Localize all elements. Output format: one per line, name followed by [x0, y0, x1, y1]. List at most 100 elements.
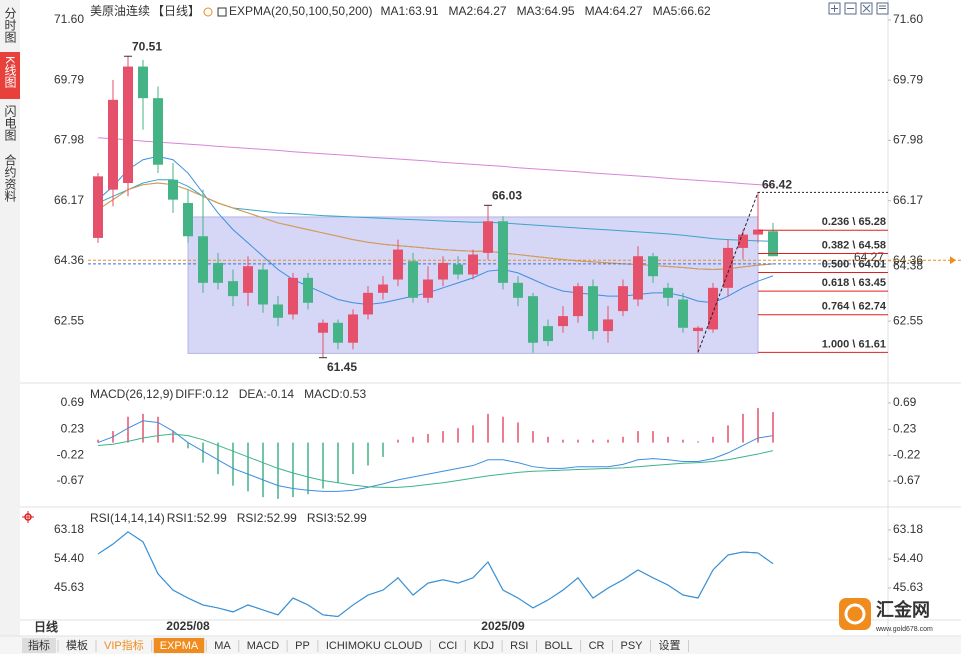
toolbar-item[interactable]: 模板	[66, 638, 88, 652]
macd-bar	[172, 431, 174, 443]
candle-body	[273, 304, 283, 318]
candle-body	[453, 264, 463, 275]
candle-body	[588, 286, 598, 332]
macd-bar	[322, 442, 324, 489]
candle-body	[468, 254, 478, 275]
candle-body	[738, 234, 748, 248]
control-icon[interactable]	[844, 2, 857, 15]
candle-body	[183, 202, 193, 237]
fib-level-label: 0.382 \ 64.58	[822, 239, 886, 251]
y-tick-label-left: 64.36	[54, 253, 84, 267]
y-tick-label-left: -0.22	[57, 447, 85, 461]
toolbar-item[interactable]: BOLL	[544, 640, 572, 652]
candle-body	[288, 277, 298, 315]
macd-bar	[262, 442, 264, 498]
macd-bar	[142, 413, 144, 443]
candle-body	[108, 99, 118, 190]
x-tick-label: 2025/09	[481, 619, 525, 633]
macd-bar	[712, 436, 714, 443]
toolbar-item[interactable]: MACD	[247, 640, 279, 652]
candle-body	[723, 247, 733, 288]
toolbar-item[interactable]: PP	[295, 640, 310, 652]
candle-body	[153, 98, 163, 165]
toolbar-item[interactable]: 设置	[659, 639, 681, 652]
toolbar-item[interactable]: CCI	[438, 640, 457, 652]
candle-body	[603, 319, 613, 332]
y-tick-label-right: 67.98	[893, 133, 923, 147]
macd-bar	[682, 439, 684, 443]
legend-entry: RSI1:52.99	[167, 511, 227, 525]
candle-body	[318, 322, 328, 333]
toolbar-item[interactable]: VIP指标	[104, 638, 144, 652]
y-tick-label-right: 69.79	[893, 72, 923, 86]
legend-entry: MA4:64.27	[585, 4, 643, 18]
macd-bar	[412, 436, 414, 443]
legend-entry: MA3:64.95	[517, 4, 575, 18]
control-icon[interactable]	[876, 2, 889, 15]
sidebar-tab[interactable]: 分时图	[3, 7, 17, 43]
toolbar-item[interactable]: MA	[214, 640, 231, 652]
candle-body	[378, 284, 388, 293]
period-tab[interactable]: 日线	[34, 619, 58, 634]
toolbar-item[interactable]: EXPMA	[160, 640, 199, 652]
macd-bar	[487, 413, 489, 443]
sidebar-tab[interactable]: K线图	[3, 56, 17, 88]
y-tick-label-left: 69.79	[54, 72, 84, 86]
control-icon[interactable]	[860, 2, 873, 15]
logo-name: 汇金网	[876, 599, 930, 620]
macd-bar	[127, 416, 129, 443]
macd-bar	[472, 425, 474, 443]
control-icon[interactable]	[828, 2, 841, 15]
candle-body	[633, 256, 643, 300]
annotation: 61.45	[327, 360, 357, 374]
candle-body	[363, 292, 373, 315]
candle-body	[258, 269, 268, 305]
legend-entry: DIFF:0.12	[175, 387, 229, 401]
y-tick-label-left: 45.63	[54, 580, 84, 594]
candle-body	[708, 287, 718, 330]
macd-bar	[607, 439, 609, 443]
y-tick-label-left: 0.69	[61, 395, 85, 409]
toolbar-item[interactable]: 指标	[28, 638, 50, 652]
macd-bar	[247, 442, 249, 492]
macd-bar	[562, 439, 564, 443]
macd-bar	[502, 416, 504, 443]
y-tick-label-right: 0.69	[893, 395, 917, 409]
candle-body	[693, 327, 703, 332]
toolbar-item[interactable]: ICHIMOKU CLOUD	[326, 640, 423, 652]
toolbar-item[interactable]: PSY	[621, 640, 644, 652]
fib-zone	[187, 216, 759, 354]
macd-bar	[517, 422, 519, 443]
toolbar-item[interactable]: CR	[589, 640, 605, 652]
macd-bar	[277, 442, 279, 499]
indicator-line	[97, 137, 774, 187]
candle-body	[138, 66, 148, 99]
indicator-line	[97, 155, 774, 305]
annotation: 70.51	[132, 39, 162, 53]
macd-bar	[577, 439, 579, 443]
sidebar-tab[interactable]: 合约资料	[3, 153, 17, 202]
candle-body	[678, 299, 688, 328]
macd-bar	[547, 436, 549, 443]
rsi-settings-icon[interactable]	[22, 511, 34, 523]
candle-body	[93, 176, 103, 238]
logo-icon	[839, 598, 871, 630]
sidebar-tab[interactable]: 闪电图	[3, 105, 17, 141]
legend-entry: MACD:0.53	[304, 387, 366, 401]
candle-body	[303, 277, 313, 303]
macd-bar	[772, 412, 774, 443]
legend-entry: MA5:66.62	[653, 4, 711, 18]
fib-level-label: 0.236 \ 65.28	[822, 216, 886, 228]
candle-body	[243, 266, 253, 293]
y-tick-label-right: -0.67	[893, 473, 921, 487]
legend-entry: RSI2:52.99	[237, 511, 297, 525]
candle-body	[618, 286, 628, 312]
annotation: 66.03	[492, 188, 522, 202]
toolbar-item[interactable]: KDJ	[473, 640, 494, 652]
macd-bar	[532, 431, 534, 443]
macd-bar	[622, 436, 624, 443]
toolbar-item[interactable]: RSI	[510, 640, 528, 652]
candle-body	[573, 286, 583, 317]
fib-trend-line	[697, 192, 759, 353]
